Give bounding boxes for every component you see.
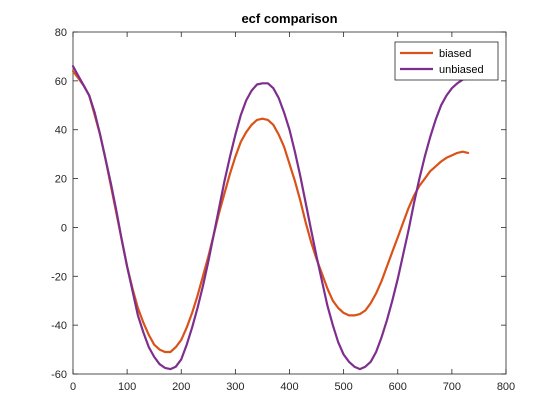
legend-label-unbiased: unbiased (439, 64, 484, 76)
y-tick-label: 80 (55, 27, 67, 39)
x-tick-label: 700 (443, 381, 461, 393)
x-tick-label: 400 (280, 381, 298, 393)
y-tick-label: 40 (55, 125, 67, 137)
axes-box (72, 31, 507, 375)
x-tick-label: 800 (497, 381, 515, 393)
x-tick-label: 0 (70, 381, 76, 393)
chart-title: ecf comparison (241, 11, 337, 26)
legend: biased unbiased (394, 41, 499, 81)
x-tick-label: 100 (118, 381, 136, 393)
x-tick-label: 200 (172, 381, 190, 393)
y-axis: -60 -40 -20 0 20 40 60 80 (51, 27, 506, 381)
y-tick-label: -20 (51, 271, 67, 283)
series-layer (71, 65, 470, 371)
legend-label-biased: biased (439, 48, 471, 60)
y-tick-label: 60 (55, 76, 67, 88)
y-tick-label: 0 (61, 222, 67, 234)
x-tick-label: 300 (226, 381, 244, 393)
legend-box (394, 41, 499, 81)
y-tick-label: -60 (51, 369, 67, 381)
x-axis: 0 100 200 300 400 500 600 700 800 (70, 32, 515, 393)
x-tick-label: 500 (334, 381, 352, 393)
plot-area (72, 31, 507, 375)
x-tick-label: 600 (389, 381, 407, 393)
series-line-unbiased (71, 65, 470, 371)
y-tick-label: 20 (55, 174, 67, 186)
series-line-biased (71, 69, 470, 354)
y-tick-label: -40 (51, 320, 67, 332)
